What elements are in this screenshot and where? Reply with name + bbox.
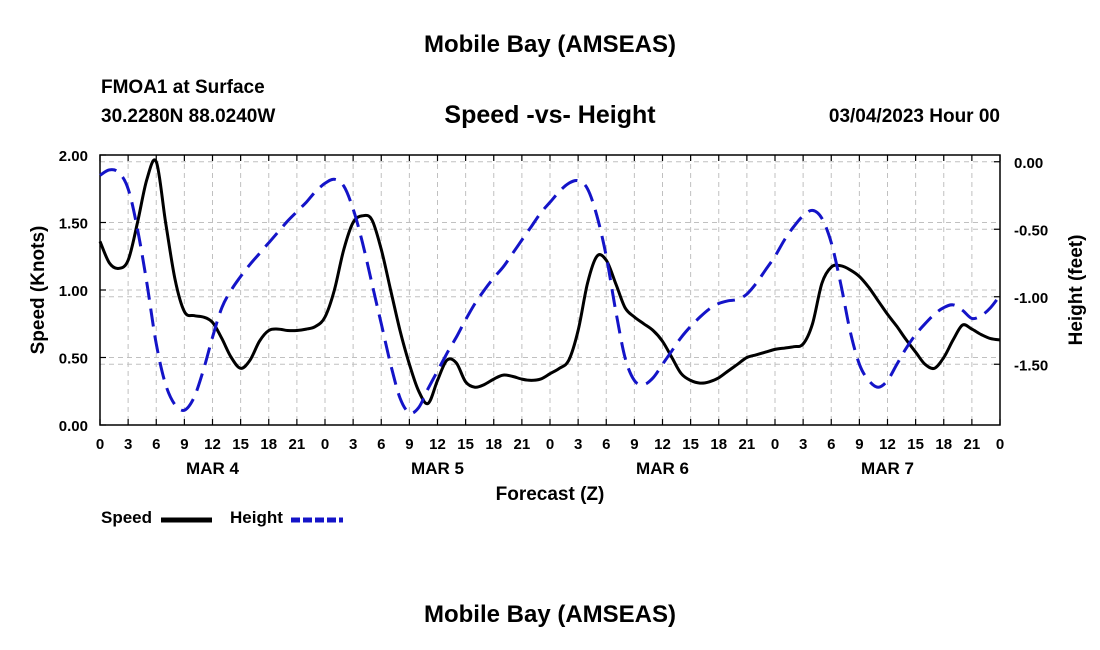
x-tick-label: 6 (152, 436, 160, 453)
x-tick-label: 15 (232, 436, 249, 453)
y-tick-label-left: 2.00 (59, 148, 88, 165)
x-tick-label: 12 (654, 436, 671, 453)
x-tick-label: 9 (630, 436, 638, 453)
x-tick-label: 12 (204, 436, 221, 453)
x-axis-label: Forecast (Z) (496, 484, 605, 505)
y-tick-label-left: 0.50 (59, 351, 88, 368)
x-tick-label: 0 (996, 436, 1004, 453)
height-series-line (99, 168, 1002, 415)
footer-title: Mobile Bay (AMSEAS) (423, 601, 677, 628)
x-tick-label: 21 (739, 436, 756, 453)
x-tick-label: 9 (180, 436, 188, 453)
station-label: FMOA1 at Surface (101, 77, 265, 98)
x-tick-label: 15 (682, 436, 699, 453)
y-tick-label-right: 0.00 (1014, 155, 1043, 172)
legend-speed-label: Speed (101, 508, 153, 527)
x-tick-label: 3 (799, 436, 807, 453)
y-tick-label-right: -1.00 (1014, 290, 1048, 307)
x-tick-label: 18 (260, 436, 277, 453)
x-tick-label: 18 (935, 436, 952, 453)
x-tick-label: 3 (574, 436, 582, 453)
day-label: MAR 5 (411, 459, 464, 478)
x-tick-label: 9 (405, 436, 413, 453)
y-tick-label-left: 1.00 (59, 283, 88, 300)
x-tick-label: 21 (514, 436, 531, 453)
x-tick-label: 21 (289, 436, 306, 453)
forecast-datetime: 03/04/2023 Hour 00 (828, 106, 1000, 127)
x-tick-label: 3 (349, 436, 357, 453)
x-tick-label: 18 (485, 436, 502, 453)
y-tick-label-left: 1.50 (59, 216, 88, 233)
x-tick-label: 18 (710, 436, 727, 453)
day-label: MAR 4 (186, 459, 239, 478)
x-tick-label: 6 (602, 436, 610, 453)
day-label: MAR 7 (861, 459, 914, 478)
page-title: Mobile Bay (AMSEAS) (423, 31, 677, 58)
y-tick-label-right: -0.50 (1014, 222, 1048, 239)
x-tick-label: 0 (321, 436, 329, 453)
x-tick-label: 15 (907, 436, 924, 453)
x-tick-label: 21 (964, 436, 981, 453)
x-tick-label: 12 (879, 436, 896, 453)
chart-subtitle: Speed -vs- Height (444, 101, 656, 129)
y-tick-label-left: 0.00 (59, 418, 88, 435)
x-tick-label: 6 (377, 436, 385, 453)
x-tick-label: 12 (429, 436, 446, 453)
x-tick-label: 0 (546, 436, 554, 453)
x-tick-label: 15 (457, 436, 474, 453)
x-tick-label: 9 (855, 436, 863, 453)
y-tick-label-right: -1.50 (1014, 357, 1048, 374)
legend-height-label: Height (230, 508, 283, 527)
x-tick-label: 0 (771, 436, 779, 453)
x-tick-label: 6 (827, 436, 835, 453)
y-axis-label-left: Speed (Knots) (28, 226, 49, 355)
station-coordinates: 30.2280N 88.0240W (101, 106, 276, 127)
day-label: MAR 6 (636, 459, 689, 478)
x-tick-label: 0 (96, 436, 104, 453)
y-axis-label-right: Height (feet) (1066, 235, 1087, 346)
speed-series-line (98, 158, 1001, 406)
x-tick-label: 3 (124, 436, 132, 453)
